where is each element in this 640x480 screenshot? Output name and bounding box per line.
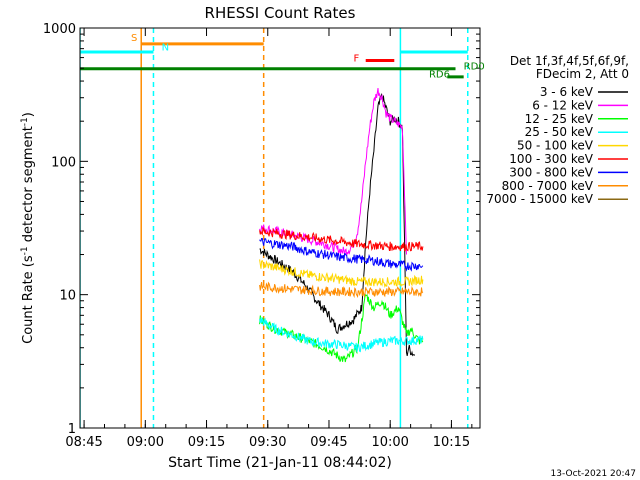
x-tick-label: 10:00: [371, 435, 408, 450]
chart-title: RHESSI Count Rates: [205, 4, 356, 22]
legend-entry-label: 25 - 50 keV: [525, 125, 594, 139]
legend: Det 1f,3f,4f,5f,6f,9f, FDecim 2, Att 0 3…: [486, 54, 629, 206]
legend-entry-label: 12 - 25 keV: [525, 112, 594, 126]
y-axis-label-mid: detector segment: [21, 126, 36, 246]
flag-label-s: S: [131, 33, 137, 44]
flag-label-n: N: [162, 42, 169, 53]
series-line-3: [259, 317, 424, 353]
x-tick-label: 09:30: [249, 435, 286, 450]
plot-frame: [79, 27, 481, 429]
series-line-4: [259, 259, 424, 289]
y-tick-label: 1000: [43, 22, 76, 37]
legend-entry-label: 3 - 6 keV: [540, 85, 594, 99]
y-tick-label: 10: [59, 289, 76, 304]
series-line-1: [259, 88, 407, 256]
y-tick-label: 1: [68, 422, 76, 437]
series-line-7: [259, 281, 424, 299]
x-tick-label: 10:15: [433, 435, 470, 450]
y-axis-label: Count Rate (s-1 detector segment-1): [20, 112, 36, 344]
y-axis: 1 10 100 1000: [43, 22, 480, 437]
y-axis-label-main: Count Rate (s: [21, 255, 36, 344]
legend-header-line2: FDecim 2, Att 0: [536, 67, 629, 81]
x-tick-label: 09:15: [188, 435, 225, 450]
legend-entry-label: 100 - 300 keV: [509, 152, 593, 166]
flag-label-f: F: [353, 54, 359, 65]
series-line-5: [259, 227, 424, 252]
legend-entry-label: 300 - 800 keV: [509, 165, 593, 179]
legend-entry-label: 50 - 100 keV: [517, 139, 594, 153]
legend-entry-label: 7000 - 15000 keV: [486, 192, 593, 206]
y-tick-label: 100: [51, 155, 76, 170]
flag-label-rd6: RD6: [429, 70, 450, 81]
x-tick-label: 08:45: [65, 435, 102, 450]
flag-label-rd0: RD0: [464, 61, 485, 72]
y-axis-label-end: ): [21, 112, 36, 117]
y-axis-label-sup2: -1: [20, 117, 30, 126]
x-axis-label: Start Time (21-Jan-11 08:44:02): [168, 455, 392, 471]
x-tick-label: 09:00: [127, 435, 164, 450]
legend-entry-label: 6 - 12 keV: [532, 98, 594, 112]
legend-entry-label: 800 - 7000 keV: [502, 179, 594, 193]
x-tick-label: 09:45: [310, 435, 347, 450]
x-axis: 08:45 09:00 09:15 09:30 09:45 10:00 10:15: [65, 28, 473, 450]
y-axis-label-sup1: -1: [20, 246, 30, 255]
series-line-6: [259, 237, 424, 272]
legend-header-line1: Det 1f,3f,4f,5f,6f,9f,: [510, 54, 629, 68]
series-line-2: [259, 294, 424, 363]
footer-timestamp: 13-Oct-2021 20:47: [551, 469, 636, 479]
